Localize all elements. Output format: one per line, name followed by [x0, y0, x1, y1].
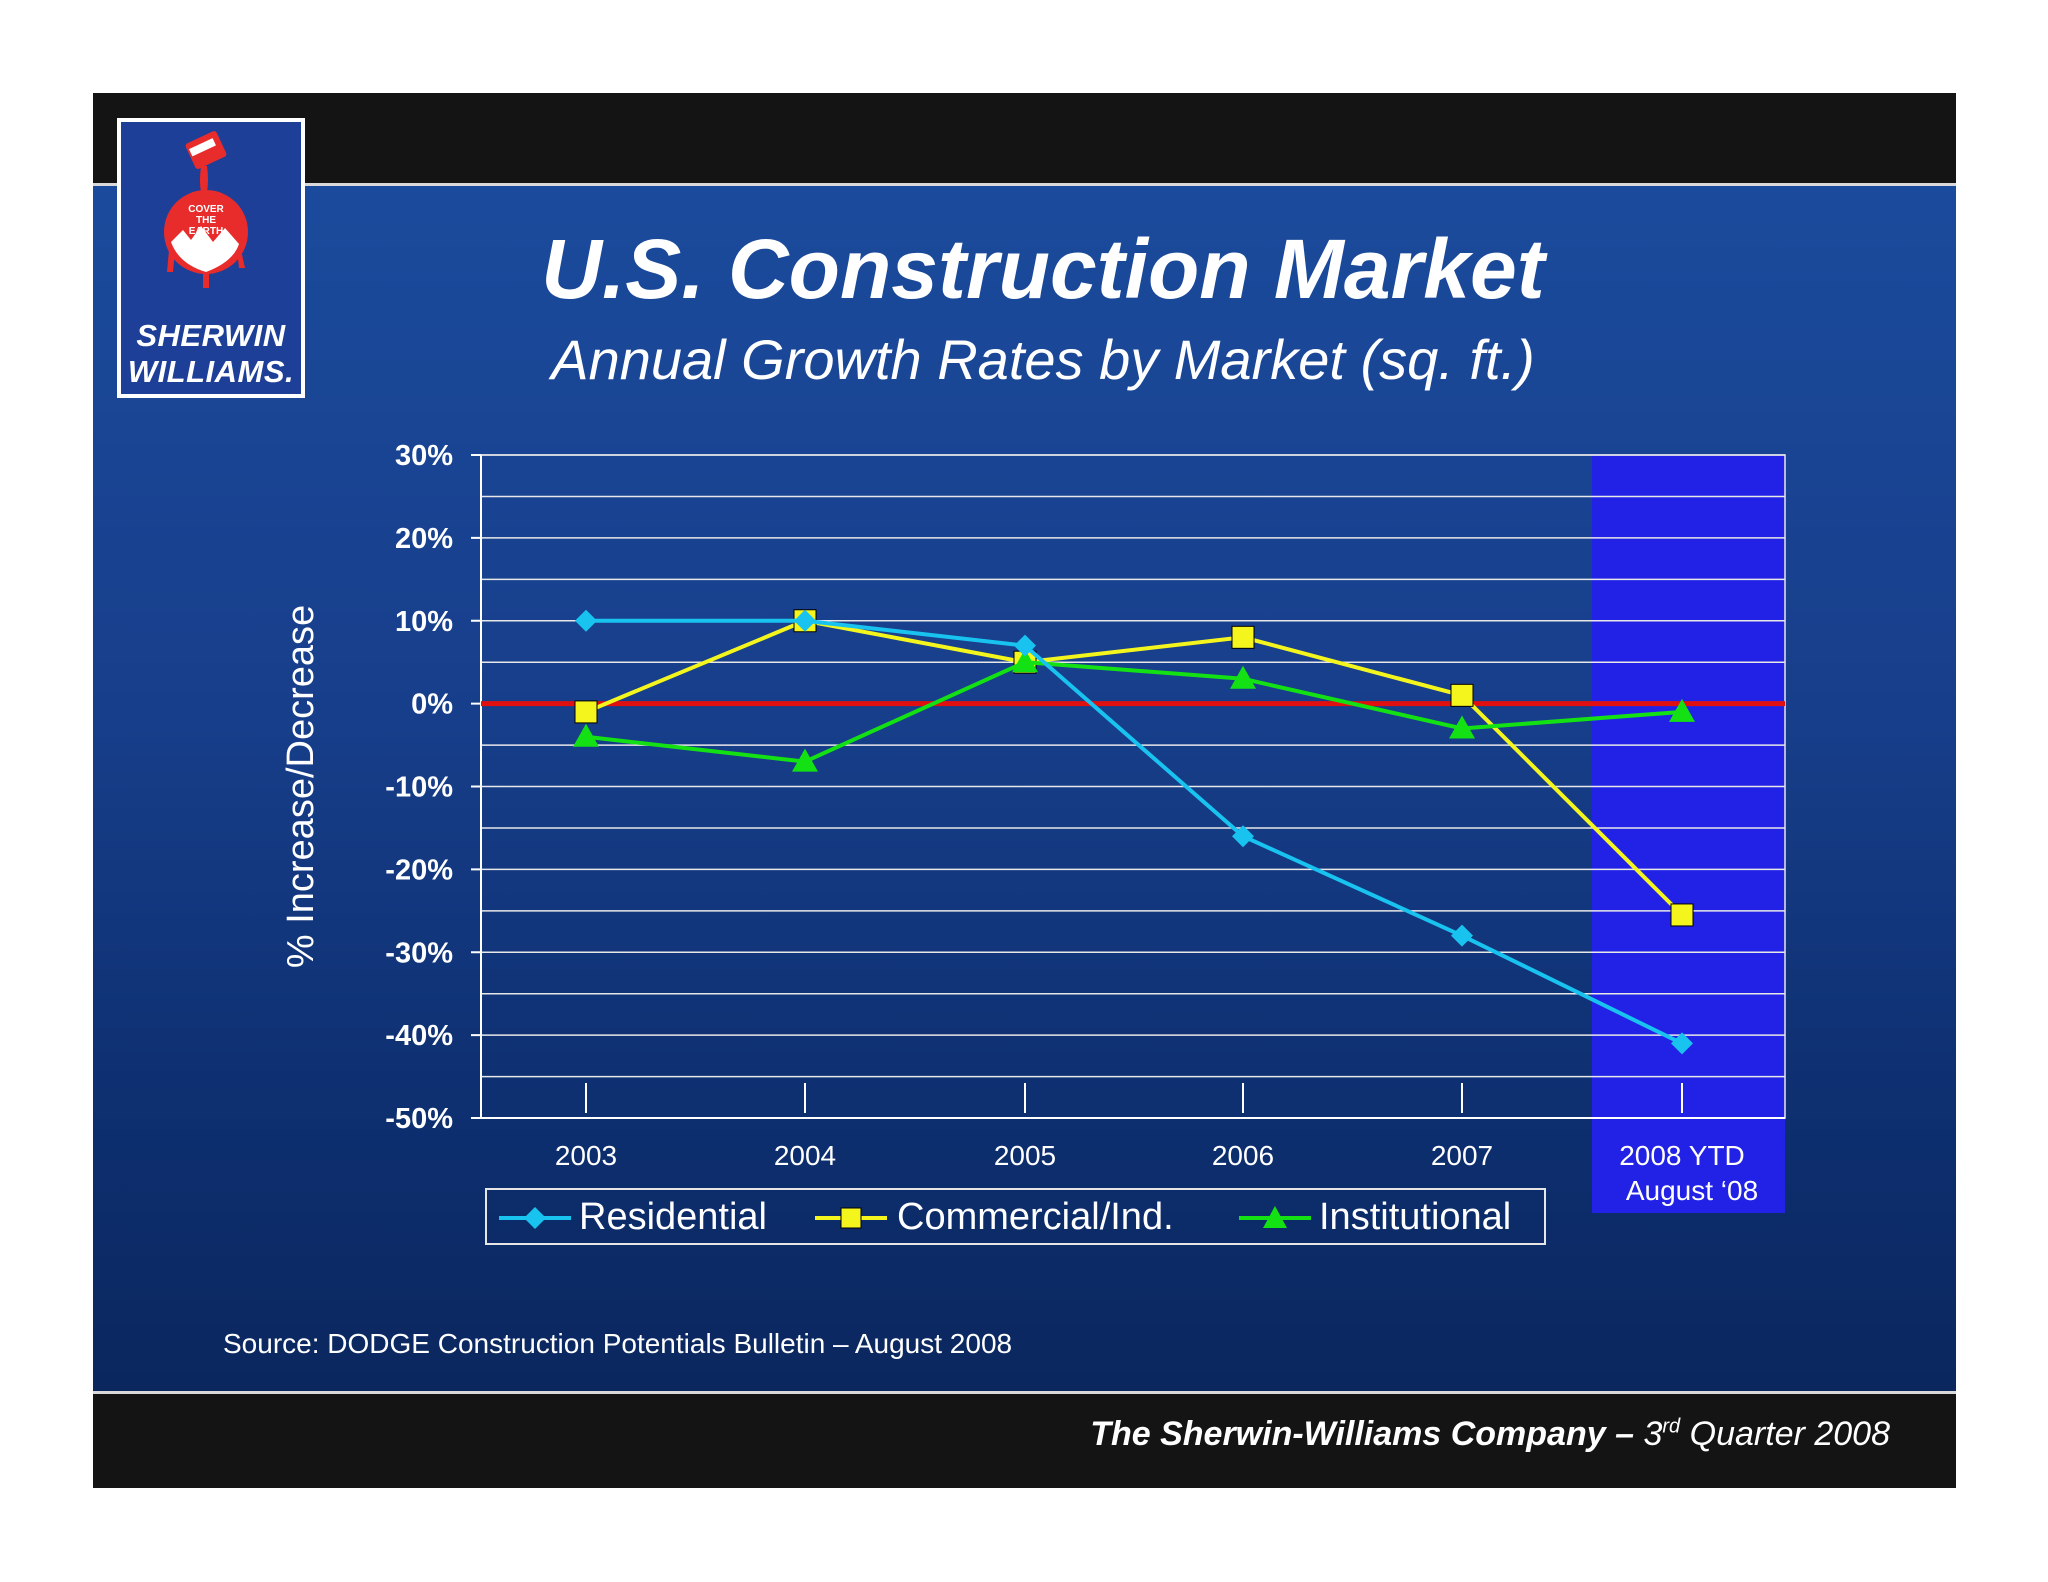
svg-text:EARTH: EARTH: [189, 226, 223, 237]
svg-text:COVER: COVER: [188, 204, 224, 215]
x-tick-label: 2003: [555, 1140, 617, 1171]
x-tick-label: 2007: [1431, 1140, 1493, 1171]
data-point-residential: [575, 609, 597, 632]
source-note: Source: DODGE Construction Potentials Bu…: [223, 1328, 1013, 1359]
header-divider: [93, 183, 1956, 186]
legend-marker-commercial: [815, 1207, 887, 1229]
data-point-institutional: [1449, 715, 1475, 739]
data-point-institutional: [573, 723, 599, 747]
series-line-commercial-ind: [585, 618, 1684, 917]
footer-company: The Sherwin-Williams Company –: [1090, 1415, 1635, 1453]
y-axis-title: % Increase/Decrease: [280, 605, 322, 968]
footer-bar: [93, 1394, 1956, 1488]
footer-text: The Sherwin-Williams Company – 3rd Quart…: [1090, 1415, 1890, 1454]
data-point-commercial-ind: [1450, 683, 1474, 707]
header-bar: [93, 93, 1956, 183]
slide-title: U.S. Construction Market: [541, 222, 1545, 316]
legend-marker-residential: [499, 1207, 571, 1229]
data-point-commercial-ind: [1670, 903, 1694, 927]
data-point-residential: [1014, 634, 1036, 657]
svg-text:THE: THE: [196, 215, 216, 226]
data-point-commercial-ind: [1231, 625, 1255, 649]
y-tick-label: 20%: [395, 523, 453, 555]
x-tick-label: 2006: [1212, 1140, 1274, 1171]
logo-text-line2: WILLIAMS.: [127, 354, 295, 389]
footer-quarter-num: 3: [1643, 1415, 1663, 1453]
data-point-residential: [1232, 825, 1254, 848]
y-tick-label: 0%: [411, 689, 453, 721]
data-point-commercial-ind: [574, 700, 598, 724]
y-tick-label: -30%: [385, 937, 453, 969]
x-tick-label: 2004: [774, 1140, 836, 1171]
y-tick-label: 10%: [395, 606, 453, 638]
legend-label-commercial: Commercial/Ind.: [897, 1196, 1174, 1238]
y-tick-label: -10%: [385, 772, 453, 804]
y-tick-label: 30%: [395, 440, 453, 472]
footer-quarter-sup: rd: [1662, 1415, 1681, 1438]
slide: COVER THE EARTH SHERWIN WILLIAMS. U.S. C…: [93, 93, 1956, 1488]
data-point-institutional: [1230, 665, 1256, 689]
slide-subtitle: Annual Growth Rates by Market (sq. ft.): [551, 328, 1535, 391]
line-chart: 30% 20% 10% 0% -10% -20% -30% -40% -50% 2003 2004 2…: [280, 440, 1786, 1213]
series-line-residential: [586, 618, 1683, 1046]
footer-divider: [93, 1391, 1956, 1394]
data-point-institutional: [792, 748, 818, 772]
data-point-institutional: [1669, 698, 1695, 722]
x-tick-sublabel: August ‘08: [1626, 1175, 1758, 1206]
paint-globe-icon: COVER THE EARTH: [164, 131, 248, 288]
y-tick-label: -50%: [385, 1103, 453, 1135]
legend: Residential Commercial/Ind. Institutiona…: [485, 1188, 1546, 1245]
x-tick-label: 2008 YTD: [1619, 1140, 1745, 1171]
data-point-institutional: [1012, 649, 1038, 673]
series-line-institutional: [585, 660, 1683, 764]
footer-quarter-rest: Quarter 2008: [1689, 1415, 1890, 1453]
legend-label-residential: Residential: [579, 1196, 767, 1238]
data-point-residential: [1451, 924, 1473, 947]
highlight-band: [1592, 455, 1785, 1213]
legend-marker-institutional: [1239, 1206, 1311, 1228]
sherwin-williams-logo: COVER THE EARTH SHERWIN WILLIAMS.: [117, 118, 305, 398]
data-point-residential: [794, 609, 816, 632]
legend-label-institutional: Institutional: [1319, 1196, 1512, 1238]
logo-text-line1: SHERWIN: [136, 318, 286, 353]
y-tick-label: -40%: [385, 1020, 453, 1052]
x-tick-label: 2005: [994, 1140, 1056, 1171]
y-tick-label: -20%: [385, 854, 453, 886]
data-point-residential: [1671, 1032, 1693, 1055]
